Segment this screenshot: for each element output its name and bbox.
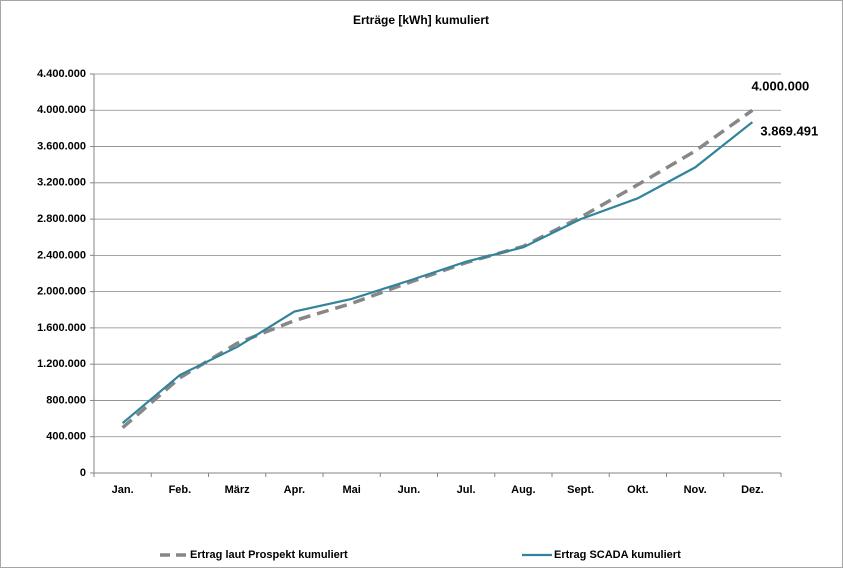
legend-label: Ertrag laut Prospekt kumuliert: [190, 549, 348, 561]
y-tick-label: 4.400.000: [37, 68, 86, 80]
y-tick-label: 2.000.000: [37, 286, 86, 298]
line-series: [121, 121, 754, 424]
x-tick-label: März: [225, 484, 251, 496]
y-tick-label: 1.600.000: [37, 322, 86, 334]
x-tick-label: Sept.: [567, 484, 594, 496]
x-tick-label: Aug.: [511, 484, 535, 496]
y-tick-label: 400.000: [46, 431, 86, 443]
x-tick-label: Dez.: [741, 484, 764, 496]
y-tick-label: 1.200.000: [37, 358, 86, 370]
y-tick-label: 0: [80, 467, 86, 479]
data-label: 4.000.000: [751, 79, 809, 94]
y-tick-label: 2.800.000: [37, 213, 86, 225]
y-tick-label: 800.000: [46, 394, 86, 406]
x-tick-label: Mai: [342, 484, 360, 496]
data-label: 3.869.491: [760, 124, 818, 139]
x-tick-label: Apr.: [284, 484, 305, 496]
x-tick-label: Okt.: [627, 484, 648, 496]
y-tick-label: 3.600.000: [37, 140, 86, 152]
x-tick-label: Nov.: [684, 484, 707, 496]
x-tick-label: Jul.: [457, 484, 476, 496]
y-tick-label: 2.400.000: [37, 249, 86, 261]
legend-label: Ertrag SCADA kumuliert: [554, 549, 681, 561]
y-tick-label: 4.000.000: [37, 104, 86, 116]
x-tick-label: Jan.: [112, 484, 134, 496]
y-tick-label: 3.200.000: [37, 177, 86, 189]
chart-title: Erträge [kWh] kumuliert: [353, 13, 489, 27]
x-tick-label: Jun.: [398, 484, 421, 496]
x-tick-label: Feb.: [169, 484, 192, 496]
